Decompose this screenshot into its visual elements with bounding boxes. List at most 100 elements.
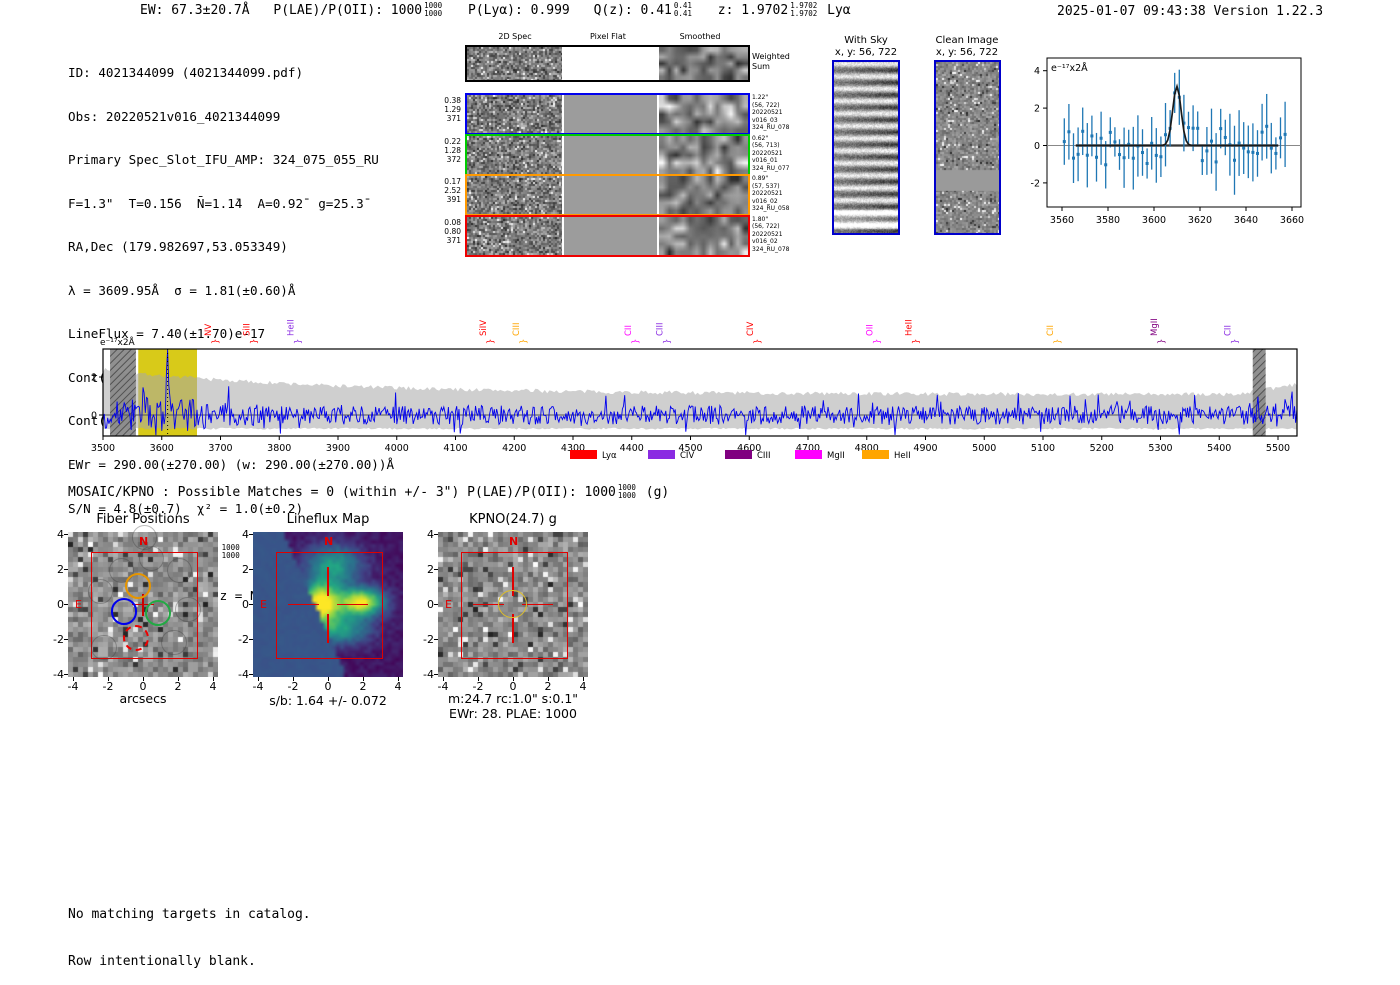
data-point (1104, 163, 1108, 167)
line-marker-brace: { (910, 339, 920, 345)
tick-label: -2 (1031, 178, 1040, 189)
data-point (1279, 136, 1282, 140)
spec2d-col-title-pixelflat: Pixel Flat (590, 32, 626, 41)
crosshair-arm (522, 603, 553, 606)
tick-label: 4700 (796, 443, 820, 454)
line-marker-label: CII (624, 325, 634, 336)
legend-label: MgII (827, 451, 845, 461)
spec2d-left-label: 0.38 (444, 96, 461, 105)
extraction-box (460, 552, 568, 659)
line-marker-label: CII (1224, 325, 1234, 336)
crosshair-arm (327, 566, 329, 596)
legend-swatch (862, 450, 889, 459)
spec2d-right-label: 20220521 (752, 230, 783, 238)
line-marker-brace: { (485, 339, 495, 345)
tick-label: -4 (53, 667, 64, 681)
plot-frame (102, 348, 1298, 437)
tick-label: 4300 (561, 443, 585, 454)
kpno-caption-1: m:24.7 rc:1.0" s:0.1" (447, 691, 579, 706)
legend-label: CIV (680, 451, 694, 461)
tick-label: 3660 (1280, 215, 1304, 226)
tick-label: 2 (359, 680, 367, 693)
spec2d-right-label: 1.80" (752, 215, 769, 223)
tick-mark (212, 677, 214, 681)
spec2d-left-label: 371 (446, 114, 461, 123)
tick-mark (434, 639, 438, 640)
data-point (1265, 124, 1269, 128)
spec2d-left-label: 391 (446, 195, 461, 204)
withsky-image (832, 60, 900, 235)
data-point (1085, 153, 1089, 157)
spec2d-right-label: 324_RU_058 (752, 205, 790, 213)
legend-swatch (570, 450, 597, 459)
kpno-caption-2: EWr: 28. PLAE: 1000 (449, 706, 577, 721)
line-marker-brace: { (518, 339, 528, 345)
spec2d-left-label: 371 (446, 235, 461, 245)
withsky-title: With Sky x, y: 56, 722 (822, 35, 910, 59)
background-fiber-circle (91, 635, 117, 661)
data-point (1108, 130, 1112, 134)
tick-label: 3500 (91, 443, 115, 454)
line-marker-brace: { (210, 339, 220, 345)
spec2d-right-label: v016_02 (752, 197, 778, 205)
crosshair-arm (512, 613, 514, 643)
tick-label: -4 (67, 680, 79, 693)
tick-label: 4900 (913, 443, 937, 454)
background-fiber-circle (108, 558, 135, 584)
header-qz: Q(z): 0.41 (593, 3, 672, 18)
data-point (1150, 141, 1154, 145)
tick-label: 0 (139, 680, 147, 693)
data-point (1256, 151, 1259, 155)
tick-mark (434, 569, 438, 570)
spec2d-row (465, 174, 750, 216)
data-point (1127, 142, 1131, 146)
data-point (1090, 134, 1094, 138)
tick-label: 4500 (678, 443, 702, 454)
data-point (1205, 149, 1209, 153)
data-point (1246, 150, 1250, 154)
fiber-circle (122, 624, 150, 651)
lineflux-map-image (253, 532, 403, 677)
compass-north: N (509, 535, 519, 548)
tick-label: 4200 (502, 443, 526, 454)
tick-mark (362, 677, 364, 681)
tick-label: 3620 (1188, 215, 1212, 226)
masked-band (110, 349, 136, 436)
line-marker-label: SiIV (479, 320, 489, 336)
tick-mark (442, 677, 444, 681)
spec2d-left-label: 2.52 (444, 186, 461, 195)
cleanimage-title-text: Clean Image (935, 35, 999, 46)
data-point (1251, 150, 1255, 154)
tick-mark (249, 674, 253, 675)
mosaic-summary: MOSAIC/KPNO : Possible Matches = 0 (with… (68, 484, 669, 500)
spec2d-right-label: v016_01 (752, 157, 778, 165)
info-line-primary: Primary Spec_Slot_IFU_AMP: 324_075_055_R… (68, 152, 379, 167)
lineflux-map-title: Lineflux Map (286, 512, 370, 527)
footer-note: No matching targets in catalog. Row inte… (68, 876, 311, 985)
spec2d-right-label: (56, 713) (752, 142, 780, 150)
spec2d-smoothed-canvas (659, 95, 748, 133)
legend-label: CIII (757, 451, 770, 461)
compass-east: E (445, 597, 452, 611)
spec2d-right-labels: 0.89" (57, 537) 20220521 v016_02 324_RU_058 (752, 175, 816, 213)
line-marker-brace: { (1229, 339, 1239, 345)
line-marker-label: HeII (905, 319, 915, 336)
data-point (1076, 152, 1080, 156)
spec2d-left-label: 0.80 (444, 226, 461, 236)
info-line-id: ID: 4021344099 (4021344099.pdf) (68, 65, 304, 80)
spec2d-right-label: 20220521 (752, 190, 783, 198)
tick-label: 4400 (620, 443, 644, 454)
spec2d-smoothed-canvas (659, 47, 748, 80)
lineflux-map-panel: Lineflux Map s/b: 1.64 +/- 0.072 4 2 0 -2 -4… (235, 510, 425, 725)
cleanimage-title: Clean Image x, y: 56, 722 (922, 35, 1012, 59)
tick-mark (64, 674, 68, 675)
spec2d-left-label: 0.08 (444, 217, 461, 227)
tick-label: 2 (427, 562, 434, 576)
header-z-range: 1.9702 1.9702 (790, 1, 818, 18)
tick-label: 5000 (972, 443, 996, 454)
fiber-circle (144, 600, 171, 627)
spec2d-pixelflat (564, 135, 657, 174)
data-point (1141, 151, 1144, 155)
crosshair-arm (327, 613, 329, 643)
tick-label: -4 (252, 680, 264, 693)
